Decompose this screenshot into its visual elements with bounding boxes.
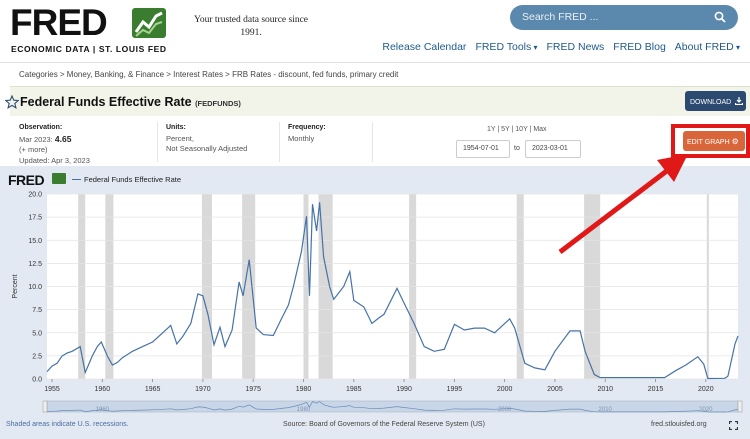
x-tick-label: 2000 [497, 386, 513, 393]
updated-date: Updated: Apr 3, 2023 [19, 155, 90, 165]
legend-line-swatch [72, 178, 81, 180]
download-button[interactable]: DOWNLOAD [685, 91, 746, 111]
source-note: Source: Board of Governors of the Federa… [283, 421, 485, 428]
frequency-value: Monthly [288, 133, 315, 143]
nav-about-fred[interactable]: About FRED [675, 41, 740, 53]
x-tick-label: 1985 [346, 386, 362, 393]
site-url[interactable]: fred.stlouisfed.org [651, 421, 707, 428]
frequency-block: Frequency: Monthly [288, 122, 326, 144]
expand-icon[interactable] [729, 421, 738, 430]
edit-graph-label: EDIT GRAPH [687, 139, 730, 146]
graph-logo: FRED [8, 172, 45, 188]
navigator-handle-right [737, 400, 743, 413]
breadcrumb[interactable]: Categories > Money, Banking, & Finance >… [0, 62, 750, 84]
series-title-text: Federal Funds Effective Rate [20, 95, 192, 109]
logo-wordmark: FRED [10, 2, 108, 43]
y-tick-label: 12.5 [28, 261, 42, 268]
navigator-tick-label: 2000 [498, 407, 512, 413]
units-line-1: Percent, [166, 133, 194, 143]
x-tick-label: 1965 [145, 386, 161, 393]
highlight-box [671, 124, 750, 158]
nav-fred-blog[interactable]: FRED Blog [613, 41, 666, 53]
arrow-shaft [558, 168, 670, 254]
navigator-line [46, 401, 739, 413]
navigator-tick-label: 2020 [699, 407, 713, 413]
divider [157, 122, 158, 162]
divider [279, 122, 280, 162]
y-tick-label: 5.0 [32, 330, 42, 337]
divider [372, 122, 373, 162]
series-meta: Observation: Mar 2023: 4.65 (+ more) Upd… [0, 116, 750, 166]
observation-label: Observation: [19, 124, 63, 131]
y-tick-label: 7.5 [32, 307, 42, 314]
logo-chart-icon [132, 8, 166, 38]
start-date-input[interactable]: 1954-07-01 [456, 140, 510, 158]
range-selector[interactable]: 1Y | 5Y | 10Y | Max [487, 126, 547, 133]
frequency-label: Frequency: [288, 124, 326, 131]
to-label: to [514, 145, 520, 152]
x-tick-label: 2005 [547, 386, 563, 393]
x-tick-label: 2020 [698, 386, 714, 393]
tagline-line-1: Your trusted data source since [193, 15, 309, 25]
fred-logo[interactable]: FRED ECONOMIC DATA | ST. LOUIS FED [10, 2, 166, 56]
download-label: DOWNLOAD [690, 99, 732, 106]
navigator-tick-label: 1980 [297, 407, 311, 413]
observation-value: 4.65 [54, 133, 72, 144]
site-header: FRED ECONOMIC DATA | ST. LOUIS FED Your … [0, 0, 750, 62]
units-label: Units: [166, 124, 186, 131]
gear-icon: ⚙ [731, 137, 739, 146]
navigator-handle-left [42, 400, 48, 413]
observation-period: Mar 2023: [19, 134, 53, 144]
search-input[interactable]: Search FRED ... [510, 5, 738, 30]
x-tick-label: 1995 [447, 386, 463, 393]
logo-subtitle: ECONOMIC DATA | ST. LOUIS FED [11, 44, 167, 54]
nav-fred-tools[interactable]: FRED Tools [475, 41, 537, 53]
arrow-head [657, 154, 688, 182]
tagline: Your trusted data source since 1991. [186, 14, 316, 40]
y-tick-label: 0.0 [32, 377, 42, 384]
units-line-2: Not Seasonally Adjusted [166, 144, 248, 153]
navigator-tick-label: 1960 [96, 407, 110, 413]
download-icon [735, 97, 744, 105]
graph-legend: Federal Funds Effective Rate [72, 175, 181, 184]
navigator-tick-label: 2010 [599, 407, 613, 413]
nav-fred-news[interactable]: FRED News [546, 41, 605, 53]
tagline-line-2: 1991. [240, 28, 262, 38]
x-tick-label: 1990 [396, 386, 412, 393]
graph-logo-icon [52, 173, 66, 184]
y-tick-label: 10.0 [28, 284, 42, 291]
recession-note: Shaded areas indicate U.S. recessions. [6, 421, 129, 428]
search-icon[interactable] [714, 11, 726, 23]
nav-release-calendar[interactable]: Release Calendar [382, 41, 467, 53]
observation-block: Observation: Mar 2023: 4.65 (+ more) Upd… [19, 122, 90, 166]
y-axis-label: Percent [12, 274, 19, 298]
y-tick-label: 20.0 [28, 192, 42, 199]
end-date-input[interactable]: 2023-03-01 [525, 140, 581, 158]
x-tick-label: 1970 [195, 386, 211, 393]
legend-label: Federal Funds Effective Rate [84, 175, 181, 184]
series-title: Federal Funds Effective Rate (FEDFUNDS) [20, 95, 241, 109]
y-tick-label: 17.5 [28, 215, 42, 222]
series-line [46, 202, 739, 380]
edit-graph-button[interactable]: EDIT GRAPH ⚙ [683, 131, 745, 151]
search-placeholder: Search FRED ... [522, 11, 599, 23]
x-tick-label: 1975 [245, 386, 261, 393]
x-tick-label: 2015 [648, 386, 664, 393]
more-link[interactable]: (+ more) [19, 145, 48, 154]
x-tick-label: 1980 [296, 386, 312, 393]
main-nav: Release Calendar FRED Tools FRED News FR… [382, 41, 740, 53]
y-tick-label: 2.5 [32, 353, 42, 360]
series-code: (FEDFUNDS) [195, 99, 241, 108]
x-tick-label: 1955 [44, 386, 60, 393]
x-tick-label: 2010 [597, 386, 613, 393]
x-tick-label: 1960 [95, 386, 111, 393]
star-icon[interactable] [5, 95, 19, 109]
y-tick-label: 15.0 [28, 238, 42, 245]
series-title-bar: Federal Funds Effective Rate (FEDFUNDS) … [5, 86, 750, 116]
units-block: Units: Percent, Not Seasonally Adjusted [166, 122, 247, 155]
